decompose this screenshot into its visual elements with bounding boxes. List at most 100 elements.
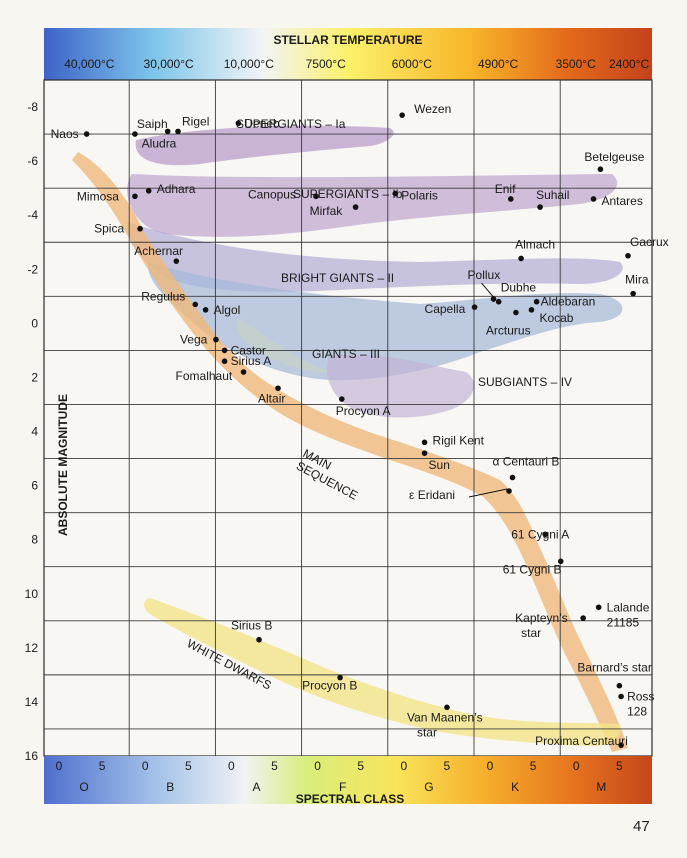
giants-bottom-wisp — [236, 318, 330, 373]
star-point-barnard-s-star — [616, 682, 623, 689]
temperature-tick-label: 2400°C — [609, 57, 649, 71]
star-point-kapteyn-s-star — [580, 615, 586, 621]
y-tick-label: 10 — [25, 587, 39, 601]
region-label-subgiants-iv: SUBGIANTS – IV — [478, 375, 572, 389]
star-point-almach — [518, 255, 524, 262]
star-point-arcturus — [513, 309, 519, 316]
chart-title: STELLAR TEMPERATURE — [273, 33, 422, 47]
spectral-subclass-label: 0 — [487, 759, 494, 773]
star-label-wezen: Wezen — [414, 102, 451, 116]
star-label-canopus: Canopus — [248, 187, 296, 201]
pollux-pointer-line — [481, 282, 494, 298]
star-point-61-cygni-a — [542, 531, 549, 538]
star-label-adhara: Adhara — [157, 182, 196, 196]
star-label-naos: Naos — [51, 127, 79, 141]
star-point-wezen — [399, 112, 405, 118]
star-point-betelgeuse — [597, 166, 604, 173]
star-point-mimosa — [132, 193, 138, 200]
star-label-dubhe: Dubhe — [501, 281, 537, 295]
spectral-subclass-label: 0 — [400, 759, 407, 773]
star-label-vega: Vega — [180, 333, 208, 347]
star-point-rigel — [175, 128, 181, 135]
star-point-vega — [213, 336, 219, 343]
star-point-lalande-21185 — [595, 604, 602, 611]
star-label-lalande-21185: Lalande 21185 — [607, 600, 650, 629]
star-point-antares — [590, 196, 597, 202]
star-label-eridani: ε Eridani — [409, 488, 455, 502]
y-tick-label: 0 — [31, 316, 38, 330]
star-label-altair: Altair — [258, 391, 285, 405]
star-point-capella — [471, 304, 478, 310]
region-label-supergiants-ia: SUPERGIANTS – Ia — [236, 117, 346, 131]
spectral-class-label: G — [424, 780, 433, 794]
spectral-subclass-label: 5 — [271, 759, 278, 773]
star-point-sirius-a — [221, 358, 228, 365]
spectral-class-label: M — [596, 780, 606, 794]
star-label-aldebaran: Aldebaran — [541, 295, 596, 309]
supergiants-ia-region — [135, 125, 394, 166]
star-point-sirius-b — [256, 636, 262, 643]
star-point-dubhe — [495, 298, 502, 305]
star-label-capella: Capella — [425, 302, 466, 316]
white-dwarfs-region — [144, 598, 621, 747]
temperature-tick-label: 10,000°C — [224, 57, 275, 71]
spectral-class-label: A — [252, 780, 260, 794]
star-point-canopus — [313, 193, 319, 200]
temperature-tick-label: 6000°C — [392, 57, 432, 71]
star-label-arcturus: Arcturus — [486, 324, 531, 338]
star-label-betelgeuse: Betelgeuse — [584, 150, 644, 164]
y-tick-label: 8 — [31, 533, 38, 547]
y-tick-label: 14 — [25, 695, 39, 709]
star-label-procyon-b: Procyon B — [302, 679, 357, 693]
stars-layer: Naos Saiph Rigel Aludra Deneb Wezen Betelgeuse… — [51, 102, 669, 748]
star-point-eridani — [506, 488, 512, 494]
star-point-achernar — [173, 258, 180, 264]
spectral-class-label: O — [79, 780, 88, 794]
bright-giants-ii-region — [127, 222, 623, 292]
grid — [43, 79, 653, 757]
star-label-almach: Almach — [515, 237, 555, 251]
star-point-rigil-kent — [421, 439, 428, 446]
temperature-tick-label: 3500°C — [556, 57, 596, 71]
supergiants-ib-region — [127, 174, 618, 237]
star-point-van-maanen-s-star — [444, 704, 450, 711]
spectral-subclass-label: 5 — [444, 759, 451, 773]
star-label-barnard-s-star: Barnard’s star — [577, 661, 651, 675]
star-point-fomalhaut — [240, 369, 247, 375]
region-label-giants-iii: GIANTS – III — [312, 347, 380, 361]
star-label-suhail: Suhail — [536, 188, 569, 202]
star-label-gacrux: Gacrux — [630, 235, 669, 249]
y-tick-label: -6 — [27, 154, 38, 168]
region-label-supergiants-ib: SUPERGIANTS – Ib — [293, 187, 403, 201]
spectral-subclass-label: 0 — [142, 759, 149, 773]
star-label-rigel: Rigel — [182, 114, 209, 128]
star-point-naos — [83, 131, 90, 137]
star-point-castor — [221, 347, 228, 354]
x-axis-label: SPECTRAL CLASS — [296, 792, 404, 806]
star-label-ross-128: Ross 128 — [627, 690, 654, 719]
temperature-tick-label: 40,000°C — [64, 57, 115, 71]
spectral-subclass-label: 5 — [530, 759, 537, 773]
star-point-ross-128 — [618, 693, 624, 700]
star-point-sun — [421, 450, 428, 456]
star-label-van-maanen-s-star: Van Maanen’s star — [407, 710, 483, 739]
spectral-band — [44, 756, 652, 804]
star-point-procyon-b — [337, 674, 343, 681]
star-point-polaris — [392, 190, 399, 197]
star-label-mira: Mira — [625, 273, 649, 287]
star-point-deneb — [235, 120, 242, 127]
spectral-subclass-label: 5 — [185, 759, 192, 773]
star-label-61-cygni-b: 61 Cygni B — [503, 562, 562, 576]
star-point-suhail — [537, 204, 543, 210]
y-tick-label: -4 — [27, 208, 38, 222]
star-label-algol: Algol — [214, 303, 241, 317]
star-point-mirfak — [352, 204, 359, 210]
y-tick-label: 12 — [25, 641, 39, 655]
subgiants-iv-region — [327, 354, 474, 418]
star-label-deneb: Deneb — [244, 116, 280, 130]
star-label-proxima-centauri: Proxima Centauri — [535, 734, 628, 748]
page-number: 47 — [633, 818, 650, 835]
star-point-gacrux — [625, 252, 631, 259]
star-point-regulus — [192, 301, 199, 308]
star-label-sirius-b: Sirius B — [231, 619, 272, 633]
